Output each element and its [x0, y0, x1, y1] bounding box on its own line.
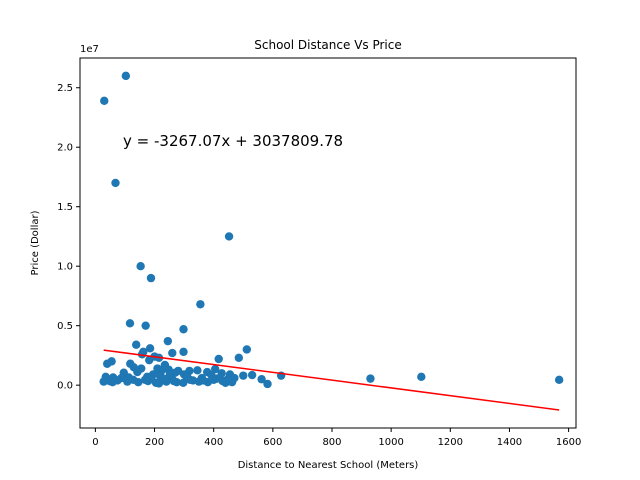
x-tick-label: 200 — [145, 437, 164, 448]
data-point — [247, 370, 257, 380]
y-axis-ticks: 0.0 0.5 1.0 1.5 2.0 2.5 — [57, 83, 80, 392]
data-point — [179, 325, 188, 334]
data-point — [159, 374, 168, 383]
data-point — [214, 354, 223, 364]
plot-frame — [79, 57, 577, 429]
data-point — [179, 378, 188, 387]
data-point — [417, 372, 426, 382]
x-tick-label: 400 — [204, 437, 223, 448]
data-point — [136, 261, 145, 271]
data-point — [145, 355, 154, 365]
data-point — [147, 375, 156, 384]
data-point — [179, 347, 188, 357]
data-point — [169, 376, 178, 386]
x-tick-label: 1200 — [438, 437, 463, 448]
data-point — [129, 375, 138, 385]
data-point — [131, 340, 141, 349]
data-point — [111, 178, 120, 188]
data-point — [239, 371, 248, 380]
data-point — [146, 273, 156, 283]
y-tick-label: 0.5 — [57, 321, 73, 332]
y-tick-label: 1.0 — [57, 262, 73, 273]
data-point — [103, 359, 112, 368]
data-point — [210, 364, 220, 374]
data-point — [242, 345, 252, 354]
x-tick-label: 1000 — [378, 437, 403, 448]
data-point — [163, 336, 173, 346]
regression-equation: y = -3267.07x + 3037809.78 — [123, 132, 343, 150]
x-tick-label: 1400 — [497, 437, 522, 448]
data-point — [168, 348, 177, 358]
data-point — [141, 321, 150, 330]
x-tick-label: 0 — [92, 437, 98, 448]
data-point — [137, 350, 147, 359]
y-tick-label: 2.5 — [57, 83, 73, 94]
x-axis-label: Distance to Nearest School (Meters) — [238, 460, 419, 471]
data-point — [209, 375, 218, 385]
data-point — [366, 374, 375, 383]
data-point — [182, 372, 192, 381]
y-axis-offset-label: 1e7 — [80, 44, 99, 55]
data-point — [224, 232, 234, 241]
data-point — [145, 344, 155, 353]
data-point — [554, 375, 564, 385]
data-point — [121, 71, 131, 81]
data-point — [140, 375, 150, 385]
data-point — [133, 367, 142, 377]
data-point — [165, 370, 175, 379]
chart-title: School Distance Vs Price — [254, 38, 402, 52]
x-axis-ticks: 0 200 400 600 800 1000 1200 1400 1600 — [92, 428, 581, 448]
data-point — [193, 366, 202, 375]
data-point — [199, 376, 208, 385]
regression-line — [103, 349, 560, 411]
y-axis-label: Price (Dollar) — [30, 210, 41, 275]
y-tick-label: 2.0 — [57, 143, 73, 154]
x-tick-label: 600 — [263, 437, 282, 448]
x-tick-label: 800 — [322, 437, 341, 448]
y-tick-label: 0.0 — [57, 381, 73, 392]
data-point — [263, 379, 272, 389]
data-point — [257, 375, 266, 384]
data-point — [217, 369, 226, 378]
data-point — [234, 353, 244, 363]
data-point — [108, 377, 117, 387]
data-point — [223, 375, 233, 384]
data-point — [100, 96, 109, 106]
plot-marks — [99, 71, 564, 411]
x-tick-label: 1600 — [556, 437, 581, 448]
data-point — [196, 300, 205, 309]
y-tick-label: 1.5 — [57, 202, 73, 213]
data-point — [125, 319, 135, 328]
